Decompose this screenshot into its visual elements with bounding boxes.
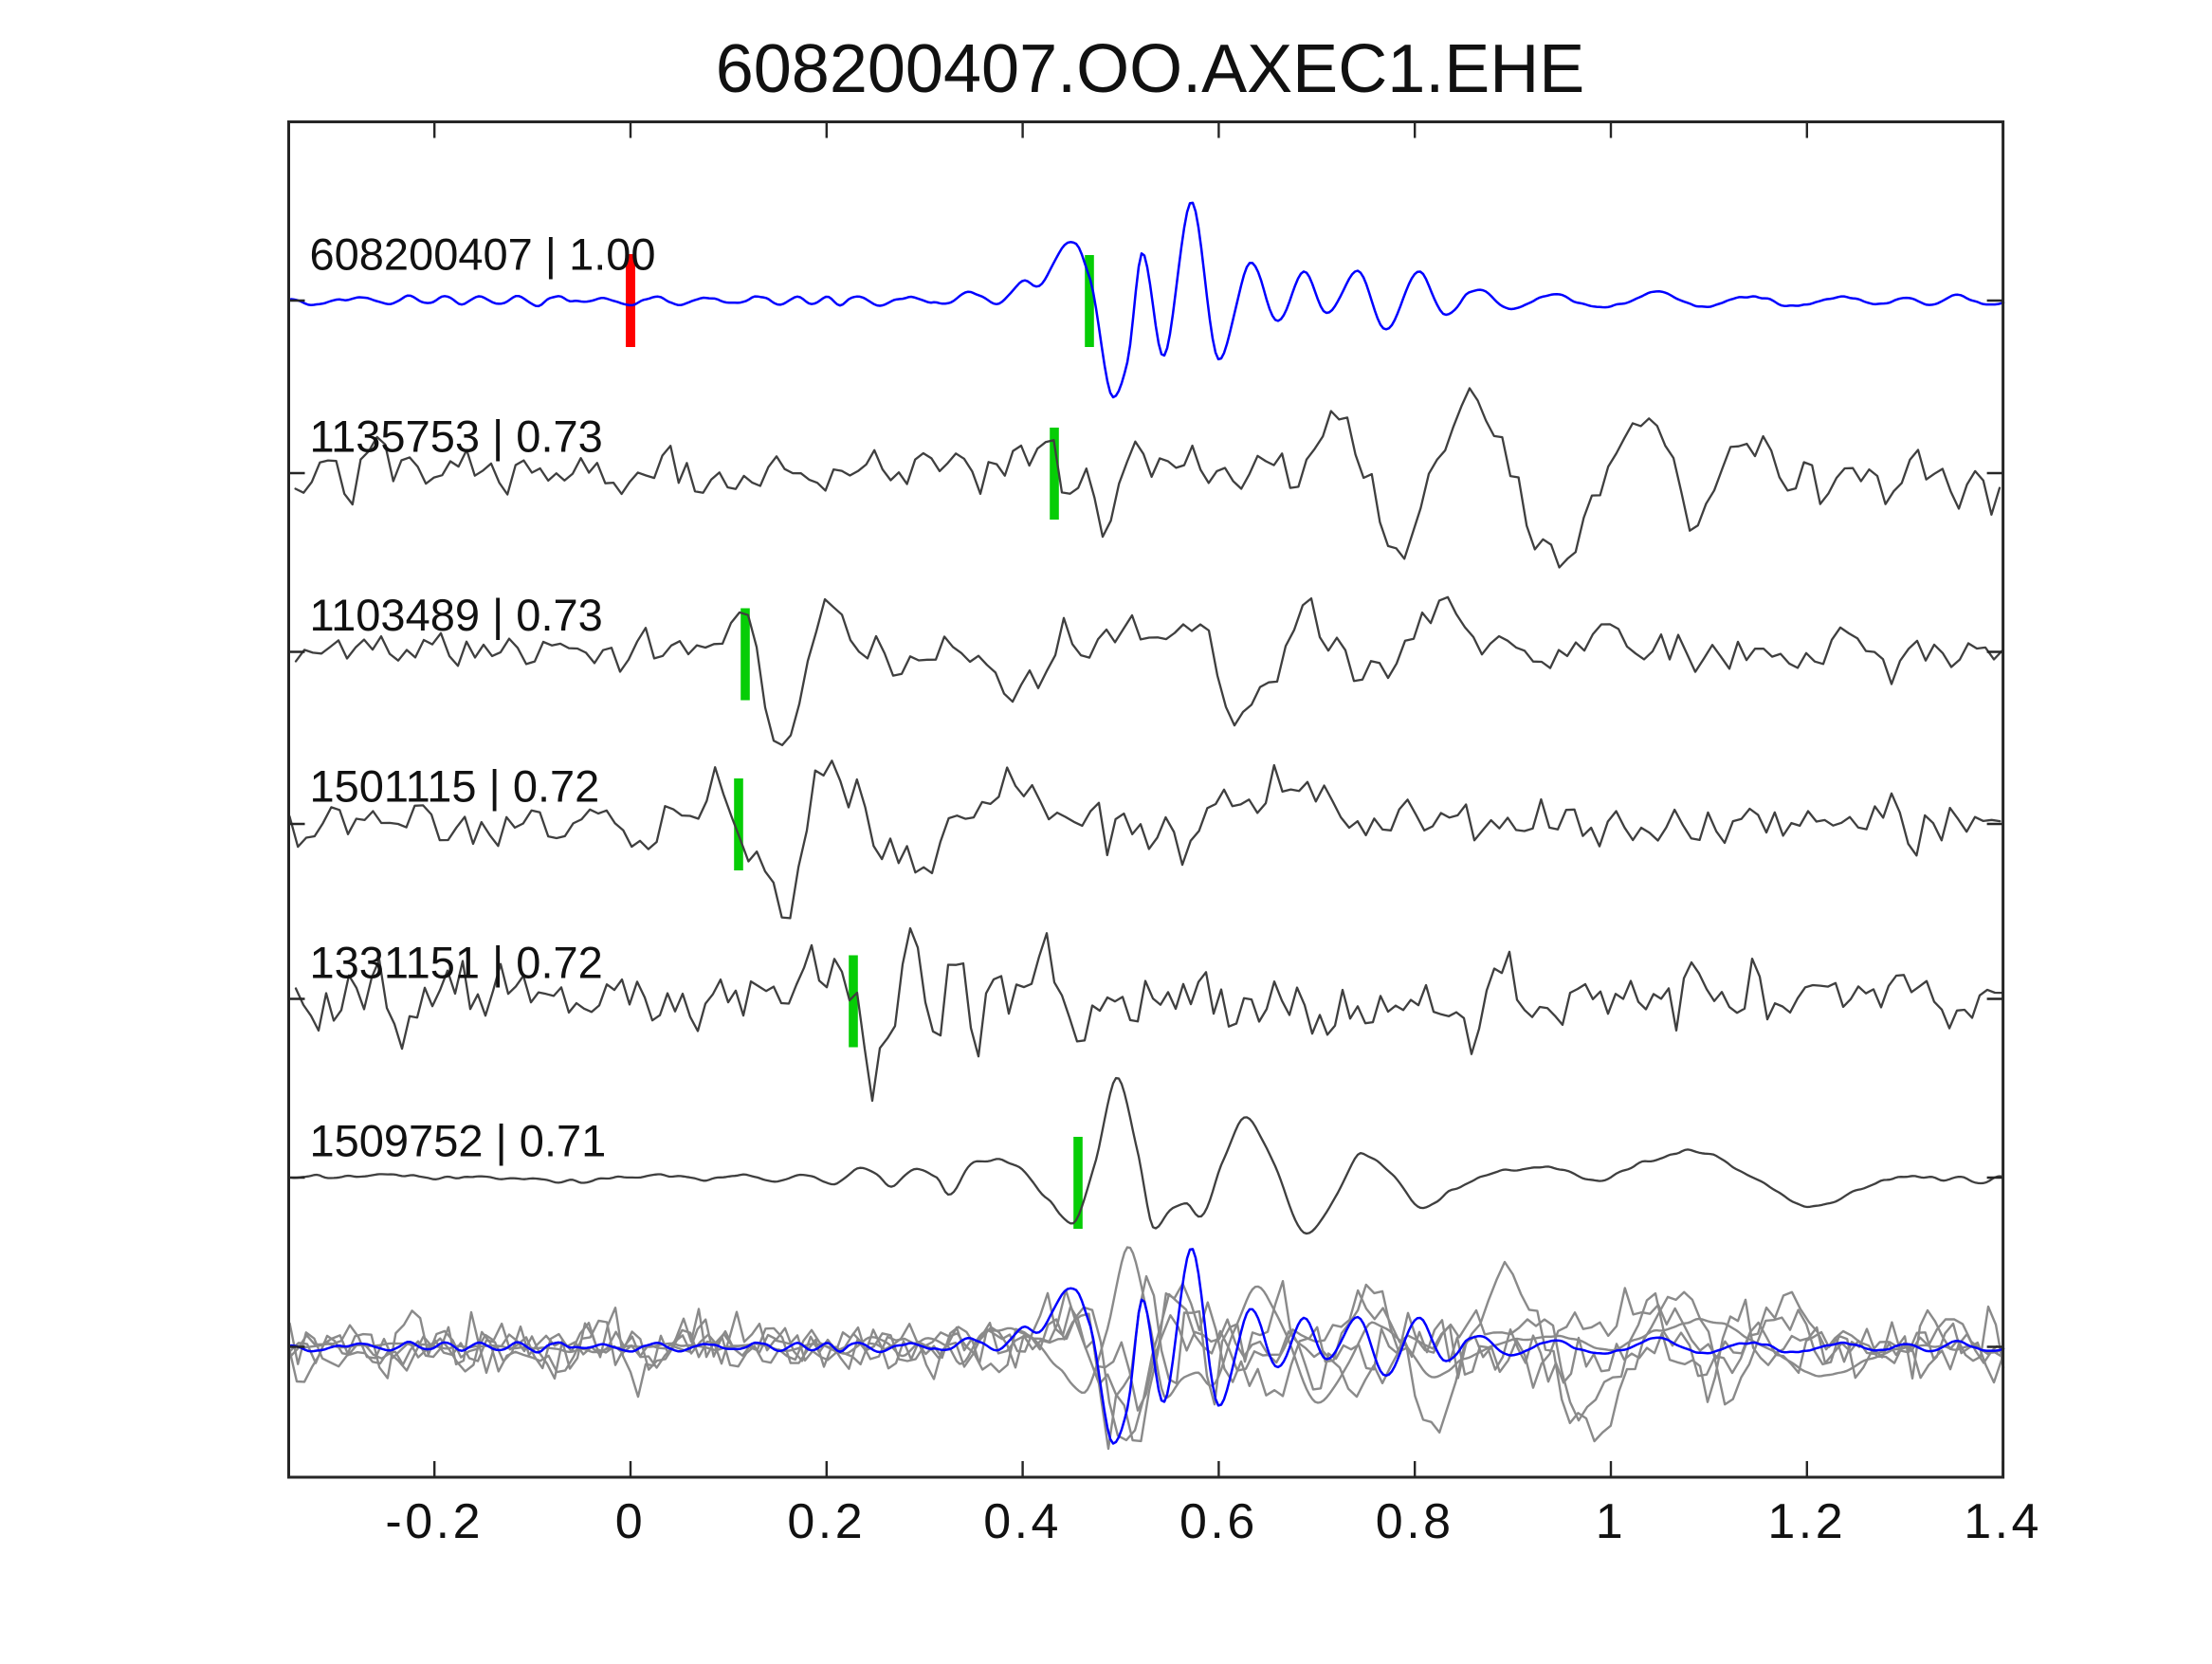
svg-text:608200407 | 1.00: 608200407 | 1.00 xyxy=(310,229,656,280)
svg-text:0.6: 0.6 xyxy=(1179,1494,1258,1549)
svg-text:1331151 | 0.72: 1331151 | 0.72 xyxy=(310,938,603,988)
svg-text:1: 1 xyxy=(1596,1494,1626,1549)
svg-text:-0.2: -0.2 xyxy=(385,1494,484,1549)
svg-text:0.8: 0.8 xyxy=(1376,1494,1454,1549)
svg-text:1.2: 1.2 xyxy=(1767,1494,1846,1549)
svg-text:1135753 | 0.73: 1135753 | 0.73 xyxy=(310,411,603,462)
svg-text:608200407.OO.AXEC1.EHE: 608200407.OO.AXEC1.EHE xyxy=(716,31,1585,107)
svg-text:0: 0 xyxy=(615,1494,646,1549)
svg-text:0.2: 0.2 xyxy=(787,1494,866,1549)
svg-text:1.4: 1.4 xyxy=(1964,1494,2042,1549)
svg-text:0.4: 0.4 xyxy=(983,1494,1062,1549)
svg-text:1103489 | 0.73: 1103489 | 0.73 xyxy=(310,590,603,640)
svg-text:1501115 | 0.72: 1501115 | 0.72 xyxy=(310,761,600,812)
svg-text:1509752 | 0.71: 1509752 | 0.71 xyxy=(310,1115,607,1165)
